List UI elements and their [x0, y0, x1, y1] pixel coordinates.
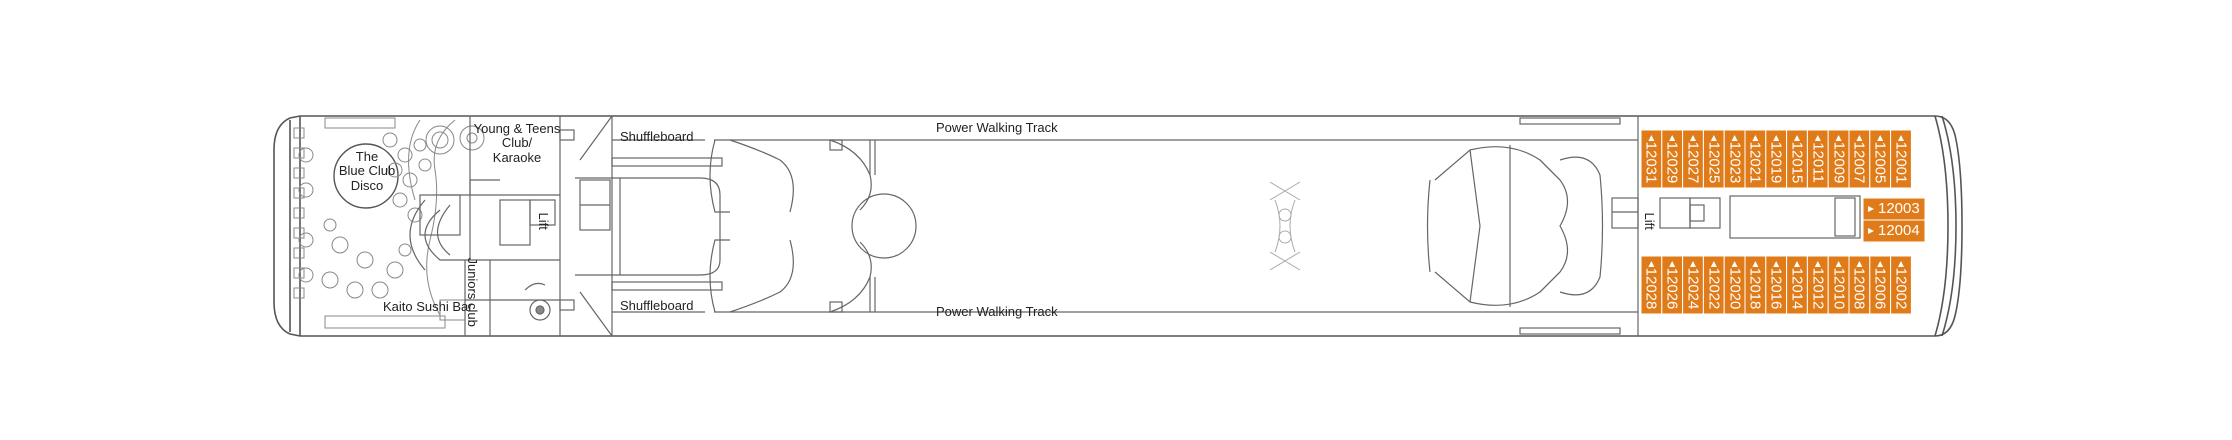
mid-aft-structure: [409, 116, 611, 336]
cabin-bottom-label-12010: 12010: [1830, 267, 1848, 310]
cabin-marker-icon: [1710, 135, 1717, 141]
mid-deck-details: [1269, 181, 1301, 271]
cabin-12004[interactable]: [1862, 219, 1926, 243]
shuffleboard-label-bottom: Shuffleboard: [620, 298, 694, 313]
cabin-marker-icon: [1690, 261, 1696, 267]
cabin-marker-icon: [1773, 261, 1780, 267]
cabin-top-label-12021: 12021: [1746, 141, 1764, 184]
cabin-marker-icon: [1731, 135, 1738, 141]
cabin-marker-icon: [1877, 261, 1884, 267]
cabin-marker-icon: [1814, 261, 1821, 267]
cabin-top-label-12007: 12007: [1850, 141, 1868, 184]
cabin-top-label-12009: 12009: [1830, 141, 1848, 184]
cabin-side-label-12003: 12003: [1878, 200, 1920, 217]
cabin-marker-icon: [1731, 261, 1738, 267]
cabin-marker-icon: [1648, 261, 1655, 267]
cabin-bottom-label-12012: 12012: [1809, 267, 1827, 310]
power-walking-track-label-bottom: Power Walking Track: [936, 304, 1058, 319]
cabin-bottom-label-12020: 12020: [1726, 267, 1744, 310]
cabin-bottom-label-12024: 12024: [1684, 267, 1702, 310]
cabin-bottom-label-12026: 12026: [1663, 267, 1681, 310]
young-teens-club-label: Young & Teens Club/ Karaoke: [473, 121, 561, 165]
cabin-bottom-label-12006: 12006: [1871, 267, 1889, 310]
cabin-marker-icon: [1814, 135, 1821, 141]
forward-canopy: [1426, 115, 1639, 336]
cabin-marker-icon: [1877, 135, 1884, 141]
shuffleboard-label-top: Shuffleboard: [620, 129, 694, 144]
cabin-marker-icon: [1794, 135, 1800, 141]
cabins-top-row: [1640, 129, 1912, 189]
cabin-marker-icon: [1690, 135, 1696, 141]
hull-outline: [273, 115, 1963, 337]
cabin-bottom-label-12014: 12014: [1788, 267, 1806, 310]
cabin-marker-icon: [1669, 135, 1676, 141]
cabin-top-label-12027: 12027: [1684, 141, 1702, 184]
cabin-top-label-12005: 12005: [1871, 141, 1889, 184]
cabin-bottom-label-12018: 12018: [1746, 267, 1764, 310]
cabin-marker-icon: [1752, 261, 1759, 267]
cabins-side: [1862, 197, 1926, 243]
cabin-marker-icon: [1868, 206, 1874, 212]
cabin-bottom-label-12022: 12022: [1705, 267, 1723, 310]
cabin-marker-icon: [1710, 261, 1717, 267]
cabin-top-label-12001: 12001: [1892, 141, 1910, 184]
cabin-marker-icon: [1856, 135, 1863, 141]
cabin-marker-icon: [1648, 135, 1655, 141]
cabin-marker-icon: [1669, 261, 1676, 267]
lift-label-aft: Lift: [536, 212, 552, 230]
cabin-12002[interactable]: [1890, 255, 1912, 315]
cabin-top-label-12031: 12031: [1642, 141, 1660, 184]
blue-club-area: [293, 117, 485, 329]
cabin-bottom-label-12016: 12016: [1767, 267, 1785, 310]
cabin-bottom-label-12028: 12028: [1642, 267, 1660, 310]
lift-label-fwd: Lift: [1642, 212, 1658, 230]
power-walking-track-label-top: Power Walking Track: [936, 120, 1058, 135]
cabin-marker-icon: [1856, 261, 1863, 267]
cabins-bottom-row: [1640, 255, 1912, 315]
cabin-top-label-12019: 12019: [1767, 141, 1785, 184]
juniors-club-label: Juniors club: [465, 257, 481, 327]
cabin-top-label-12011: 12011: [1809, 142, 1827, 183]
blue-club-label: The Blue Club Disco: [338, 149, 396, 193]
cabin-top-label-12023: 12023: [1726, 141, 1744, 184]
cabin-marker-icon: [1868, 228, 1874, 234]
cabin-12001[interactable]: [1890, 129, 1912, 189]
cabin-side-label-12004: 12004: [1878, 222, 1920, 239]
pool-area: [575, 115, 1638, 337]
cabin-top-label-12015: 12015: [1788, 141, 1806, 184]
cabin-marker-icon: [1773, 135, 1780, 141]
cabin-top-label-12029: 12029: [1663, 141, 1681, 184]
kaito-sushi-bar-label: Kaito Sushi Bar: [383, 299, 473, 314]
cabin-bottom-label-12008: 12008: [1850, 267, 1868, 310]
cabin-marker-icon: [1752, 135, 1759, 141]
cabin-top-label-12025: 12025: [1705, 141, 1723, 184]
cabin-marker-icon: [1835, 135, 1842, 141]
cabin-bottom-label-12002: 12002: [1892, 267, 1910, 310]
cabin-marker-icon: [1898, 135, 1904, 141]
cabin-marker-icon: [1898, 261, 1904, 267]
cabin-marker-icon: [1835, 261, 1842, 267]
cabin-marker-icon: [1794, 261, 1800, 267]
forward-lift-area: [1611, 195, 1861, 239]
